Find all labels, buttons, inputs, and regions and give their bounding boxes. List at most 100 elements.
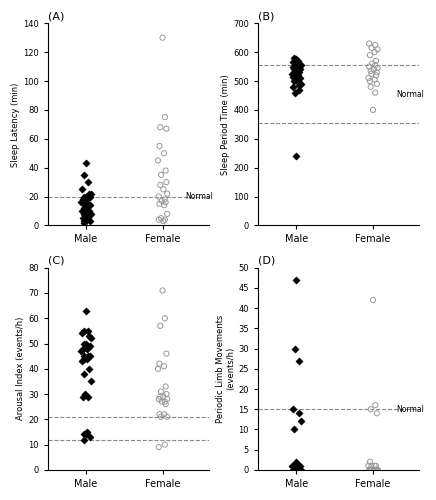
- Point: [156, 142, 163, 150]
- Point: [80, 204, 87, 212]
- Point: [371, 76, 378, 84]
- Point: [81, 200, 88, 208]
- Point: [85, 200, 92, 208]
- Point: [373, 72, 380, 80]
- Point: [293, 466, 300, 474]
- Point: [156, 200, 163, 208]
- Point: [85, 213, 92, 221]
- Point: [81, 352, 88, 360]
- Point: [291, 466, 298, 474]
- Text: Normal: Normal: [396, 404, 424, 413]
- Point: [82, 192, 89, 200]
- Point: [79, 344, 86, 352]
- Point: [160, 186, 167, 194]
- Point: [84, 428, 91, 436]
- Point: [83, 354, 90, 362]
- Point: [164, 413, 170, 421]
- Point: [290, 72, 297, 80]
- Point: [158, 398, 165, 406]
- Point: [161, 440, 168, 448]
- Point: [366, 466, 373, 474]
- Point: [78, 330, 85, 338]
- Point: [366, 62, 373, 70]
- Point: [159, 34, 166, 42]
- Point: [366, 40, 373, 48]
- Point: [372, 41, 379, 49]
- Point: [78, 207, 85, 215]
- Point: [81, 218, 88, 226]
- Point: [78, 357, 85, 365]
- Point: [293, 458, 300, 466]
- Point: [85, 365, 92, 373]
- Point: [85, 392, 92, 400]
- Point: [295, 68, 302, 76]
- Point: [368, 44, 375, 52]
- Point: [86, 433, 93, 441]
- Point: [374, 46, 381, 54]
- Point: [373, 466, 380, 474]
- Point: [291, 466, 298, 474]
- Point: [159, 286, 166, 294]
- Point: [293, 76, 300, 84]
- Point: [157, 388, 164, 396]
- Point: [157, 181, 164, 189]
- Point: [162, 166, 169, 174]
- Point: [369, 466, 376, 474]
- Point: [86, 352, 93, 360]
- Point: [80, 217, 87, 225]
- Point: [157, 171, 164, 179]
- Text: Normal: Normal: [396, 90, 424, 98]
- Point: [292, 466, 299, 474]
- Point: [293, 152, 300, 160]
- Point: [162, 382, 169, 390]
- Point: [161, 196, 168, 203]
- Point: [82, 340, 89, 347]
- Point: [79, 392, 86, 400]
- Point: [369, 106, 376, 114]
- Point: [291, 466, 298, 474]
- Point: [78, 186, 85, 194]
- Point: [85, 178, 92, 186]
- Point: [294, 57, 301, 65]
- Point: [81, 327, 88, 335]
- Point: [79, 196, 86, 203]
- Point: [87, 210, 94, 218]
- Point: [85, 327, 92, 335]
- Point: [160, 362, 167, 370]
- Point: [156, 410, 163, 418]
- Point: [87, 190, 94, 198]
- Point: [155, 443, 162, 451]
- Point: [295, 356, 302, 364]
- Text: Normal: Normal: [186, 192, 214, 201]
- Point: [374, 466, 381, 474]
- Point: [368, 466, 375, 474]
- Point: [373, 68, 380, 76]
- Point: [297, 462, 304, 470]
- Point: [164, 210, 170, 218]
- Point: [370, 66, 377, 74]
- Point: [78, 198, 85, 206]
- Point: [369, 60, 376, 68]
- Point: [86, 217, 93, 225]
- Point: [163, 390, 170, 398]
- Point: [371, 48, 378, 56]
- Text: (B): (B): [258, 11, 275, 21]
- Point: [288, 462, 295, 470]
- Point: [289, 83, 296, 91]
- Point: [161, 398, 168, 406]
- Point: [367, 405, 374, 413]
- Point: [81, 171, 88, 179]
- Point: [290, 462, 297, 470]
- Point: [366, 77, 373, 85]
- Point: [83, 204, 90, 212]
- Point: [291, 77, 298, 85]
- Point: [82, 160, 89, 168]
- Point: [84, 214, 91, 222]
- Point: [157, 322, 164, 330]
- Point: [80, 192, 87, 200]
- Point: [161, 113, 168, 121]
- Point: [291, 62, 298, 70]
- Point: [82, 390, 89, 398]
- Point: [294, 72, 301, 80]
- Point: [290, 58, 297, 66]
